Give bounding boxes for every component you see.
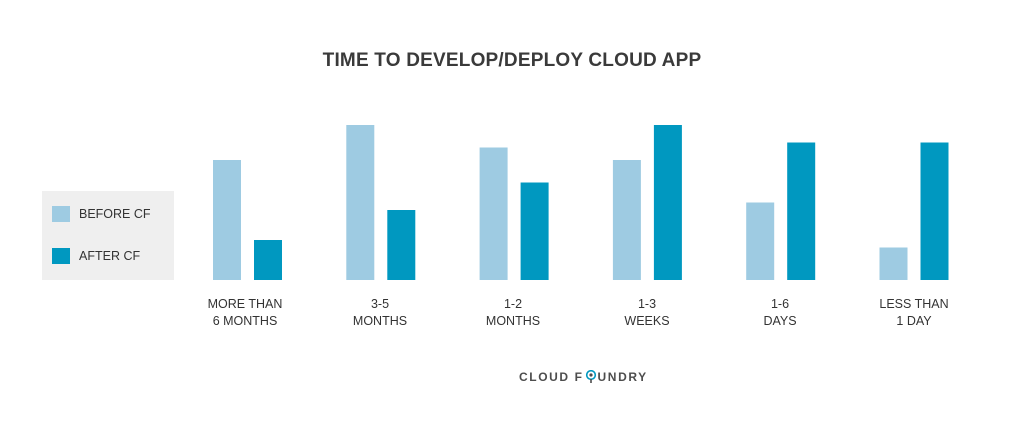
bar-before xyxy=(479,147,508,280)
legend-swatch-before xyxy=(52,206,70,222)
bar-before xyxy=(879,247,908,280)
bar-before xyxy=(612,160,641,280)
cloud-foundry-logo-icon xyxy=(585,370,596,383)
bar-after xyxy=(254,240,282,280)
x-tick-label: 1-3 WEEKS xyxy=(624,297,670,328)
legend-item-after: AFTER CF xyxy=(52,248,140,264)
legend: BEFORE CF AFTER CF xyxy=(42,191,174,280)
legend-label-after: AFTER CF xyxy=(79,249,141,263)
chart-title: TIME TO DEVELOP/DEPLOY CLOUD APP xyxy=(322,50,702,71)
brand-text-right: UNDRY xyxy=(597,370,648,384)
legend-swatch-after xyxy=(52,248,70,264)
bar-after xyxy=(787,142,816,280)
bar-after xyxy=(387,210,416,280)
bar-after xyxy=(653,125,682,280)
bar-before xyxy=(746,202,775,280)
legend-item-before: BEFORE CF xyxy=(52,206,151,222)
bar-after xyxy=(520,182,549,280)
x-tick-label: 3-5 MONTHS xyxy=(352,297,408,328)
bar-before xyxy=(213,160,241,280)
brand-logo: CLOUD F UNDRY xyxy=(519,370,648,384)
legend-label-before: BEFORE CF xyxy=(79,207,151,221)
bar-after xyxy=(920,142,949,280)
x-tick-label: LESS THAN 1 DAY xyxy=(879,297,949,328)
x-tick-label: 1-6 DAYS xyxy=(763,297,797,328)
bar-before xyxy=(346,125,375,280)
x-tick-label: 1-2 MONTHS xyxy=(485,297,541,328)
brand-text-left: CLOUD F xyxy=(519,370,584,384)
x-tick-label: MORE THAN 6 MONTHS xyxy=(207,297,283,328)
